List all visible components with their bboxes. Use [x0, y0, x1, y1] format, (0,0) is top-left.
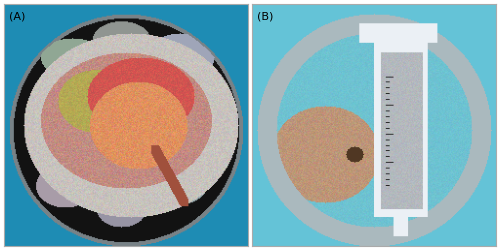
Text: (A): (A) [9, 12, 26, 22]
Text: (B): (B) [257, 12, 274, 22]
